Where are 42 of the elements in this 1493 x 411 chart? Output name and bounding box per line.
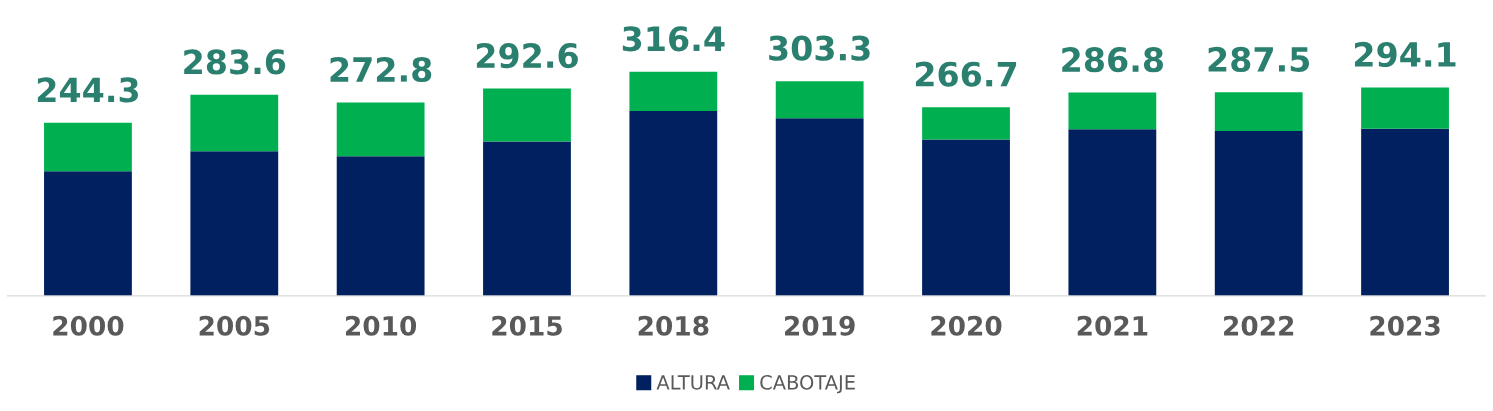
annotation: 286.8 [1062,47,1164,73]
x-tick-label: 2000 [53,315,124,336]
bar [336,156,425,296]
bar [922,107,1010,140]
bar [1068,92,1157,130]
bar [922,139,1010,296]
x-tick-label: 2022 [1224,315,1294,336]
bar [336,102,425,157]
annotation: 303.3 [769,35,870,61]
bar [629,110,718,296]
legend-label: ALTURA [656,375,730,390]
bar [44,122,132,172]
bar [44,171,132,296]
bar [483,88,571,142]
bar [190,94,279,152]
bar [483,141,571,296]
legend-label: CABOTAJE [760,375,855,394]
x-tick-label: 2021 [1077,315,1148,336]
bar [629,71,718,111]
x-tick-label: 2018 [638,315,709,336]
x-tick-label: 2023 [1370,315,1440,336]
annotation: 244.3 [37,77,139,103]
bar [1214,92,1303,131]
annotation: 287.5 [1208,46,1310,73]
bar [1068,129,1157,296]
annotation: 316.4 [622,26,725,52]
x-tick-label: 2020 [931,315,1002,336]
bar [775,81,864,119]
bar [1214,130,1303,296]
bar [190,151,279,296]
annotation: 294.1 [1354,41,1456,68]
bar [1361,128,1449,296]
annotation: 272.8 [330,56,432,83]
x-tick-label: 2019 [785,315,855,336]
annotation: 283.6 [184,49,286,75]
annotation: 292.6 [476,42,578,69]
bar [1361,87,1449,129]
bar [775,118,864,296]
x-tick-label: 2010 [346,315,417,336]
annotation: 266.7 [915,61,1017,87]
x-tick-label: 2005 [199,315,270,336]
x-tick-label: 2015 [492,315,562,336]
